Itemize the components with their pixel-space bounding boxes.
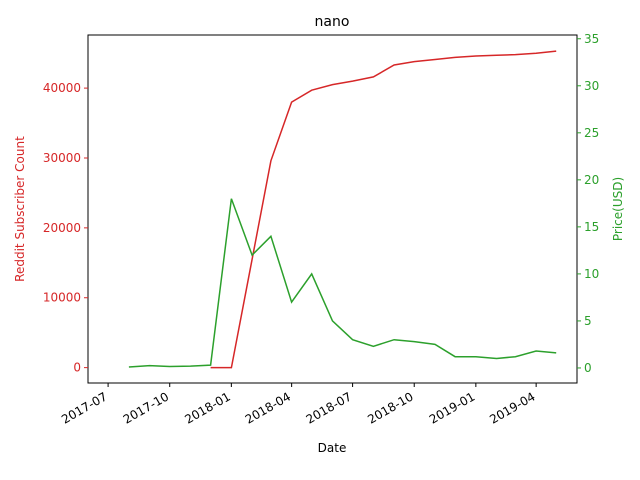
- y-tick-label: 10000: [43, 291, 81, 305]
- chart-title: nano: [315, 14, 350, 30]
- x-tick-label: 2018-07: [304, 389, 354, 426]
- x-tick-label: 2018-10: [365, 389, 415, 426]
- x-tick-label: 2017-10: [121, 389, 171, 426]
- x-axis-label: Date: [318, 441, 347, 455]
- series-line: [128, 198, 557, 368]
- y-axis-label: Reddit Subscriber Count: [13, 136, 27, 282]
- y2-tick-label: 15: [584, 220, 599, 234]
- x-tick-label: 2018-01: [182, 389, 232, 426]
- y2-tick-label: 25: [584, 126, 599, 140]
- y2-axis-label: Price(USD): [611, 177, 625, 241]
- y2-tick-label: 30: [584, 79, 599, 93]
- y2-tick-label: 5: [584, 314, 592, 328]
- y2-tick-label: 10: [584, 267, 599, 281]
- series-line: [210, 50, 557, 369]
- y2-tick-label: 35: [584, 32, 599, 46]
- y2-tick-label: 20: [584, 173, 599, 187]
- x-tick-label: 2017-07: [59, 389, 109, 426]
- y-tick-label: 30000: [43, 151, 81, 165]
- x-tick-label: 2018-04: [243, 389, 293, 426]
- plot-frame: [87, 34, 578, 384]
- x-tick-label: 2019-01: [427, 389, 477, 426]
- y-tick-label: 0: [73, 361, 81, 375]
- y-tick-label: 40000: [43, 81, 81, 95]
- y-tick-label: 20000: [43, 221, 81, 235]
- y2-tick-label: 0: [584, 361, 592, 375]
- x-tick-label: 2019-04: [487, 389, 537, 426]
